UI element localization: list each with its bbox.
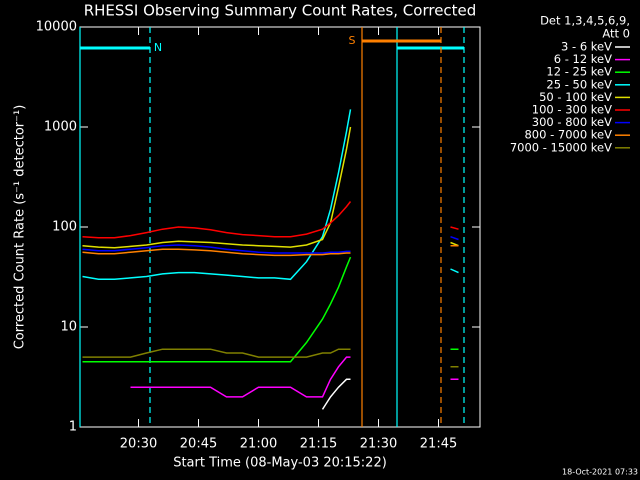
series-line bbox=[82, 256, 459, 363]
footer: 18-Oct-2021 07:33 bbox=[562, 468, 638, 477]
series-line bbox=[82, 235, 459, 254]
x-tick-label: 21:45 bbox=[420, 437, 457, 452]
series-line bbox=[321, 378, 351, 410]
legend-title: Det 1,3,4,5,6,9, bbox=[540, 14, 630, 28]
legend-label: 6 - 12 keV bbox=[554, 52, 612, 66]
y-tick-label: 1 bbox=[69, 420, 77, 435]
legend-label: 3 - 6 keV bbox=[561, 40, 612, 54]
legend-label: 12 - 25 keV bbox=[546, 65, 612, 79]
series-line bbox=[82, 348, 459, 368]
y-tick-label: 1000 bbox=[44, 120, 77, 135]
plot-frame bbox=[79, 26, 481, 428]
legend-label: 7000 - 15000 keV bbox=[510, 140, 612, 154]
night-label: N bbox=[154, 41, 162, 54]
x-axis-label: Start Time (08-May-03 20:15:22) bbox=[173, 456, 387, 471]
legend-label: 50 - 100 keV bbox=[539, 90, 612, 104]
series-line bbox=[82, 244, 459, 257]
chart-title: RHESSI Observing Summary Count Rates, Co… bbox=[84, 2, 477, 20]
y-axis-label: Corrected Count Rate (s⁻¹ detector⁻¹) bbox=[13, 105, 28, 350]
x-tick-label: 21:15 bbox=[300, 437, 337, 452]
legend-title: Att 0 bbox=[602, 27, 630, 41]
saa-label: S bbox=[349, 34, 356, 47]
series-line bbox=[82, 126, 459, 249]
legend-label: 300 - 800 keV bbox=[532, 115, 612, 129]
x-tick-label: 20:30 bbox=[120, 437, 157, 452]
legend-label: 800 - 7000 keV bbox=[524, 128, 612, 142]
x-tick-label: 21:30 bbox=[360, 437, 397, 452]
legend-label: 25 - 50 keV bbox=[546, 77, 612, 91]
series-line bbox=[82, 109, 459, 281]
x-tick-label: 20:45 bbox=[180, 437, 217, 452]
series-line bbox=[130, 356, 459, 398]
y-tick-label: 10 bbox=[60, 320, 77, 335]
y-tick-label: 100 bbox=[52, 220, 77, 235]
legend-label: 100 - 300 keV bbox=[532, 103, 612, 117]
x-tick-label: 21:00 bbox=[240, 437, 277, 452]
y-tick-label: 10000 bbox=[36, 20, 77, 35]
series-line bbox=[82, 201, 459, 239]
